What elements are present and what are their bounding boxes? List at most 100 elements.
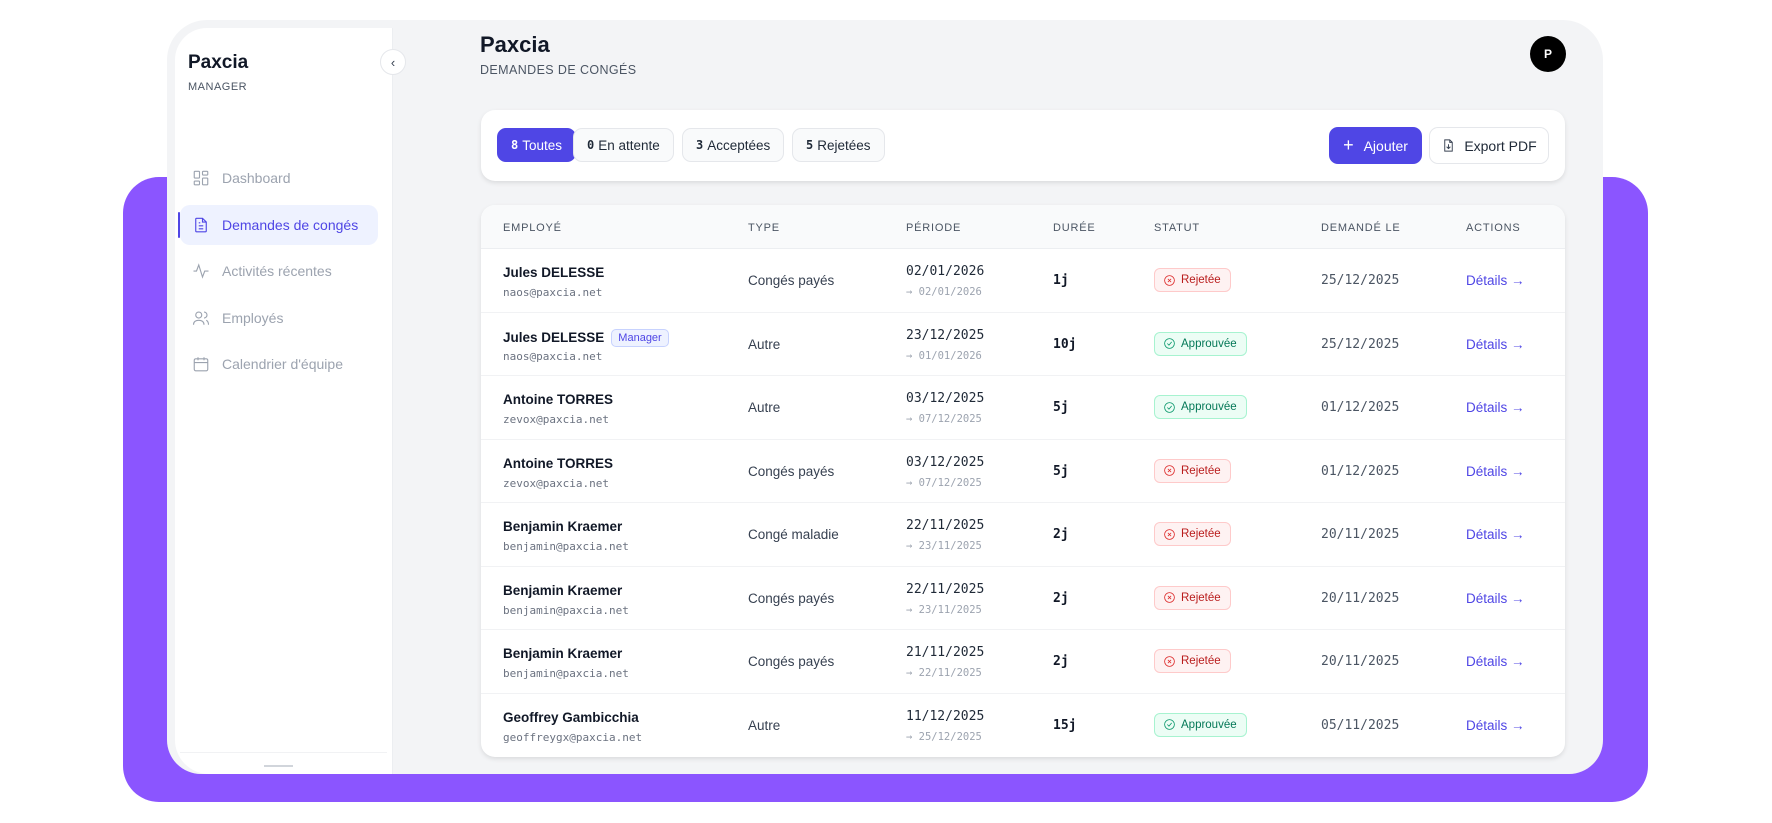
status-text: Rejetée bbox=[1181, 591, 1221, 604]
period-start: 22/11/2025 bbox=[906, 518, 985, 533]
sidebar: Paxcia MANAGER Dashboard Demandes de con… bbox=[175, 28, 393, 774]
details-link[interactable]: Détails → bbox=[1466, 717, 1525, 733]
collapse-sidebar-button[interactable]: ‹ bbox=[380, 49, 406, 75]
employee-name-text: Geoffrey Gambicchia bbox=[503, 709, 639, 725]
employee-name-text: Antoine TORRES bbox=[503, 392, 614, 407]
sidebar-item-team-calendar[interactable]: Calendrier d'équipe bbox=[180, 344, 378, 384]
export-label: Export PDF bbox=[1464, 137, 1537, 154]
sidebar-item-label: Calendrier d'équipe bbox=[222, 356, 343, 372]
x-circle-icon bbox=[1164, 528, 1175, 540]
table-row: Antoine TORRES zevox@paxcia.net Congés pay… bbox=[481, 440, 1565, 503]
leave-type: Autre bbox=[748, 336, 781, 352]
status-text: Rejetée bbox=[1181, 274, 1221, 286]
add-button[interactable]: + Ajouter bbox=[1329, 127, 1422, 164]
status-badge: Approuvée bbox=[1154, 395, 1247, 419]
user-role: MANAGER bbox=[188, 81, 248, 93]
column-duration[interactable]: DURÉE bbox=[1053, 222, 1096, 234]
details-link[interactable]: Détails → bbox=[1466, 273, 1525, 288]
column-employee[interactable]: EMPLOYÉ bbox=[503, 222, 562, 234]
export-pdf-button[interactable]: Export PDF bbox=[1429, 127, 1549, 164]
details-link[interactable]: Détails → bbox=[1466, 463, 1525, 479]
file-download-icon bbox=[1444, 139, 1454, 152]
period-end: → 07/12/2025 bbox=[906, 413, 982, 425]
status-text: Rejetée bbox=[1181, 464, 1221, 477]
table-row: Antoine TORRES zevox@paxcia.net Autre 03/12… bbox=[481, 376, 1565, 440]
employee-name-text: Antoine TORRES bbox=[503, 455, 614, 471]
employee-email: geoffreygx@paxcia.net bbox=[503, 730, 643, 744]
employee-name: Jules DELESSE Manager bbox=[503, 328, 669, 347]
details-link[interactable]: Détails → bbox=[1466, 527, 1525, 542]
period-start: 03/12/2025 bbox=[906, 454, 985, 470]
details-link[interactable]: Détails → bbox=[1466, 400, 1525, 415]
details-link[interactable]: Détails → bbox=[1466, 336, 1525, 352]
column-period[interactable]: PÉRIODE bbox=[906, 222, 962, 234]
employee-name: Benjamin Kraemer bbox=[503, 519, 622, 534]
filter-count: 0 bbox=[587, 138, 595, 152]
filter-all[interactable]: 8 Toutes bbox=[497, 128, 577, 162]
details-link[interactable]: Détails → bbox=[1466, 654, 1525, 669]
column-requested[interactable]: DEMANDÉ LE bbox=[1321, 222, 1401, 234]
table-header: EMPLOYÉ TYPE PÉRIODE DURÉE STATUT DEMAND… bbox=[481, 205, 1565, 249]
duration: 15j bbox=[1053, 717, 1077, 733]
sidebar-divider bbox=[180, 752, 387, 753]
x-circle-icon bbox=[1164, 274, 1175, 286]
requested-date: 01/12/2025 bbox=[1321, 400, 1400, 415]
filter-pending[interactable]: 0 En attente bbox=[573, 128, 674, 162]
column-type[interactable]: TYPE bbox=[748, 222, 780, 234]
status-text: Approuvée bbox=[1181, 718, 1237, 731]
period-end: → 23/11/2025 bbox=[906, 603, 982, 616]
requested-date: 25/12/2025 bbox=[1321, 273, 1400, 288]
status-badge: Rejetée bbox=[1154, 268, 1231, 292]
table-body: Jules DELESSE naos@paxcia.net Congés payés… bbox=[481, 249, 1565, 757]
chevron-left-icon: ‹ bbox=[390, 54, 396, 70]
sidebar-item-leave-requests[interactable]: Demandes de congés bbox=[178, 204, 378, 245]
check-circle-icon bbox=[1164, 338, 1175, 349]
column-actions: ACTIONS bbox=[1466, 222, 1521, 234]
employee-name: Jules DELESSE bbox=[503, 265, 604, 280]
employee-name-text: Benjamin Kraemer bbox=[503, 582, 623, 598]
duration: 10j bbox=[1053, 336, 1077, 352]
employee-email: benjamin@paxcia.net bbox=[503, 540, 629, 553]
period-end: → 22/11/2025 bbox=[906, 667, 982, 679]
activity-icon bbox=[193, 263, 209, 279]
status-text: Rejetée bbox=[1181, 655, 1221, 667]
employee-name-text: Benjamin Kraemer bbox=[503, 646, 623, 661]
table-row: Benjamin Kraemer benjamin@paxcia.net Congé… bbox=[481, 503, 1565, 567]
filter-rejected[interactable]: 5 Rejetées bbox=[792, 128, 885, 162]
duration: 5j bbox=[1053, 463, 1069, 479]
status-badge: Rejetée bbox=[1154, 458, 1231, 483]
avatar[interactable]: P bbox=[1530, 36, 1566, 72]
employee-email: naos@paxcia.net bbox=[503, 349, 603, 363]
sidebar-item-dashboard[interactable]: Dashboard bbox=[180, 158, 378, 198]
filter-label: Acceptées bbox=[707, 137, 771, 153]
filter-count: 5 bbox=[806, 138, 814, 152]
duration: 1j bbox=[1053, 273, 1069, 288]
plus-icon: + bbox=[1343, 135, 1354, 155]
requested-date: 01/12/2025 bbox=[1321, 463, 1400, 479]
sidebar-item-recent-activity[interactable]: Activités récentes bbox=[180, 251, 378, 291]
grid-icon bbox=[193, 170, 209, 186]
period-start: 21/11/2025 bbox=[906, 645, 985, 660]
employee-name-text: Jules DELESSE bbox=[503, 330, 605, 345]
filter-accepted[interactable]: 3 Acceptées bbox=[682, 128, 785, 162]
leave-type: Congé maladie bbox=[748, 527, 839, 542]
period-end: → 01/01/2026 bbox=[906, 349, 982, 362]
table-row: Benjamin Kraemer benjamin@paxcia.net Congé… bbox=[481, 567, 1565, 630]
details-link[interactable]: Détails → bbox=[1466, 590, 1525, 606]
requested-date: 20/11/2025 bbox=[1321, 527, 1400, 542]
period-start: 03/12/2025 bbox=[906, 391, 985, 406]
requested-date: 25/12/2025 bbox=[1321, 336, 1400, 352]
calendar-icon bbox=[193, 357, 209, 372]
sidebar-item-label: Activités récentes bbox=[222, 263, 332, 279]
add-label: Ajouter bbox=[1363, 137, 1408, 154]
period-end: → 07/12/2025 bbox=[906, 476, 982, 489]
employee-name-text: Jules DELESSE bbox=[503, 265, 605, 280]
filter-bar: 8 Toutes 0 En attente 3 Acceptées 5 Rejetées… bbox=[481, 110, 1565, 181]
sidebar-handle[interactable] bbox=[264, 765, 293, 767]
sidebar-item-employees[interactable]: Employés bbox=[180, 298, 378, 338]
employee-email: benjamin@paxcia.net bbox=[503, 603, 629, 617]
employee-name-text: Benjamin Kraemer bbox=[503, 519, 623, 534]
column-status[interactable]: STATUT bbox=[1154, 222, 1200, 234]
employee-name: Antoine TORRES bbox=[503, 392, 613, 407]
table-row: Jules DELESSE Manager naos@paxcia.net Autre… bbox=[481, 313, 1565, 376]
